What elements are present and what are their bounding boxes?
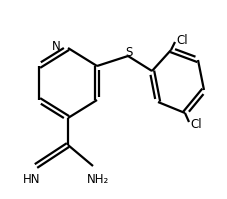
- Text: N: N: [52, 41, 61, 54]
- Text: NH₂: NH₂: [86, 173, 109, 186]
- Text: S: S: [125, 46, 132, 59]
- Text: HN: HN: [23, 173, 41, 186]
- Text: Cl: Cl: [175, 33, 187, 47]
- Text: Cl: Cl: [189, 118, 201, 132]
